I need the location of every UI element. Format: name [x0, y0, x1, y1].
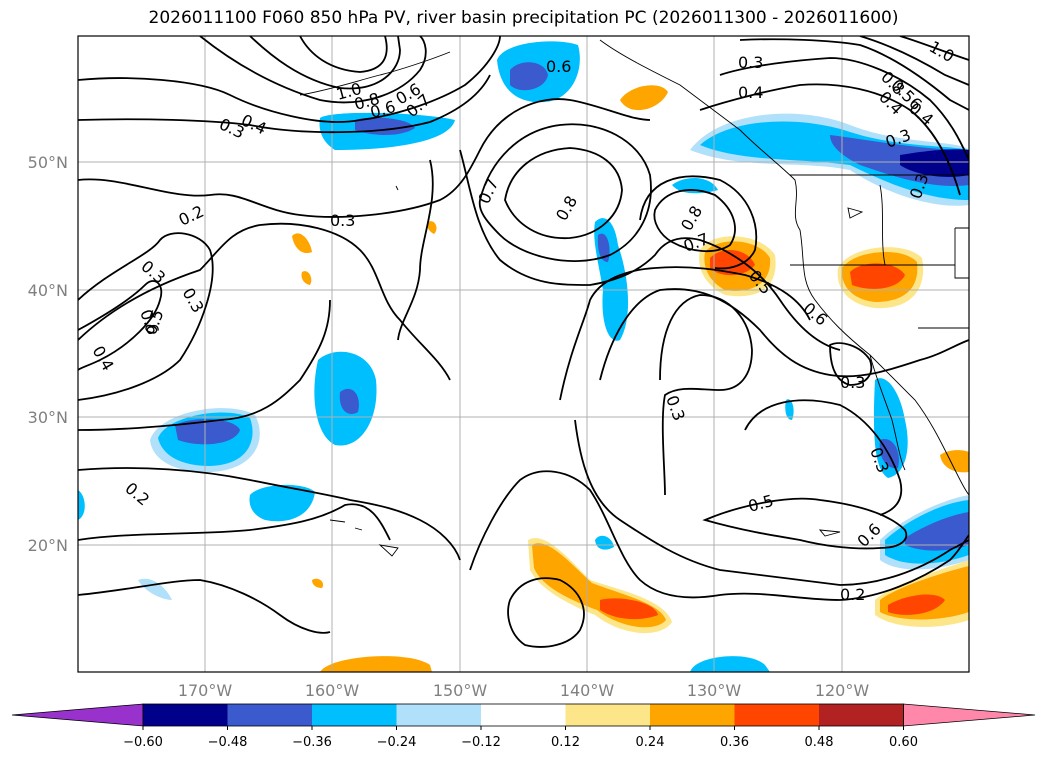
- svg-text:0.2: 0.2: [176, 202, 207, 230]
- graticule: [78, 36, 969, 672]
- longitude-labels: 170°W 160°W 150°W 140°W 130°W 120°W: [178, 681, 870, 700]
- svg-text:0.4: 0.4: [738, 83, 763, 102]
- svg-text:0.4: 0.4: [89, 343, 118, 375]
- colorbar-segment: [227, 704, 313, 726]
- svg-text:1.0: 1.0: [926, 37, 958, 66]
- colorbar-tick-label: −0.48: [208, 735, 248, 750]
- colorbar-tick-label: −0.36: [292, 735, 332, 750]
- pv-contours: [78, 36, 969, 648]
- map-frame: [77, 35, 970, 673]
- svg-text:160°W: 160°W: [305, 681, 360, 700]
- svg-text:40°N: 40°N: [28, 281, 68, 300]
- colorbar-segment: [143, 704, 228, 726]
- svg-text:20°N: 20°N: [28, 536, 68, 555]
- svg-text:170°W: 170°W: [178, 681, 233, 700]
- colorbar-ticks: −0.60 −0.48 −0.36 −0.24 −0.12 0.12 0.24 0.36 0.4…: [123, 726, 918, 750]
- colorbar-tick-label: 0.12: [551, 735, 580, 750]
- colorbar-segment: [396, 704, 482, 726]
- colorbar-extend-min: [11, 703, 144, 727]
- colorbar-segment: [734, 704, 820, 726]
- svg-text:0.3: 0.3: [330, 211, 355, 230]
- colorbar-tick-label: −0.24: [377, 735, 417, 750]
- colorbar-segment: [650, 704, 735, 726]
- svg-text:0.5: 0.5: [746, 491, 776, 516]
- svg-text:150°W: 150°W: [433, 681, 488, 700]
- colorbar-extend-max: [903, 703, 1036, 727]
- svg-text:0.7: 0.7: [474, 176, 502, 207]
- precip-negative-shading: [78, 41, 969, 672]
- colorbar: [11, 703, 1036, 727]
- svg-text:0.3: 0.3: [840, 373, 865, 392]
- coastlines: [299, 39, 969, 557]
- svg-text:0.6: 0.6: [546, 57, 571, 76]
- latitude-labels: 50°N 40°N 30°N 20°N: [28, 153, 68, 555]
- svg-text:0.8: 0.8: [552, 192, 581, 224]
- svg-text:50°N: 50°N: [28, 153, 68, 172]
- colorbar-tick-label: 0.36: [720, 735, 749, 750]
- colorbar-segment: [819, 704, 904, 726]
- map-title: 2026011100 F060 850 hPa PV, river basin …: [148, 8, 899, 28]
- colorbar-tick-label: −0.12: [461, 735, 501, 750]
- svg-text:0.3: 0.3: [662, 393, 689, 423]
- svg-text:0.3: 0.3: [738, 53, 763, 72]
- colorbar-tick-label: 0.24: [636, 735, 665, 750]
- colorbar-tick-label: −0.60: [123, 735, 163, 750]
- colorbar-segment: [312, 704, 397, 726]
- svg-text:140°W: 140°W: [560, 681, 615, 700]
- svg-text:0.2: 0.2: [121, 479, 153, 510]
- colorbar-segment: [481, 704, 566, 726]
- svg-text:130°W: 130°W: [687, 681, 742, 700]
- colorbar-tick-label: 0.60: [889, 735, 918, 750]
- svg-text:120°W: 120°W: [815, 681, 870, 700]
- svg-text:0.6: 0.6: [799, 299, 831, 330]
- colorbar-tick-label: 0.48: [805, 735, 834, 750]
- svg-text:0.2: 0.2: [840, 585, 865, 604]
- svg-text:30°N: 30°N: [28, 408, 68, 427]
- colorbar-segment: [565, 704, 651, 726]
- colorbar-frame: [142, 703, 904, 727]
